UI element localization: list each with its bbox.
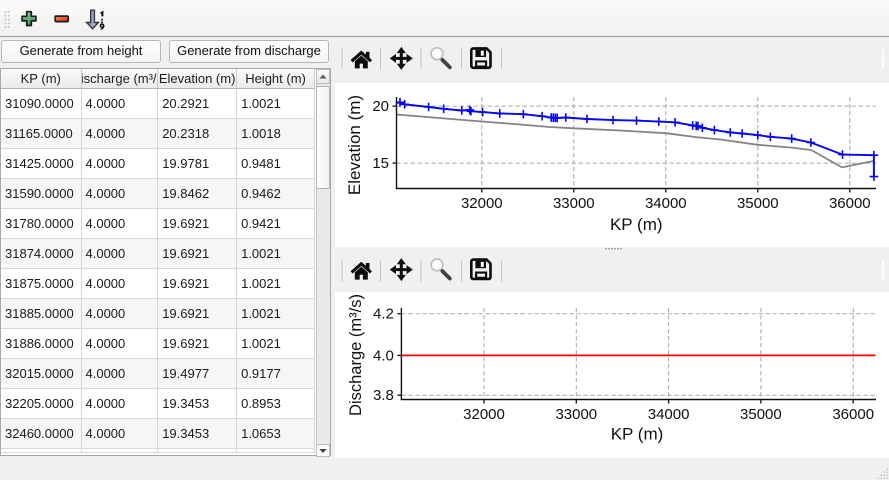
svg-text:KP (m): KP (m) [609, 215, 662, 234]
svg-text:Elevation (m): Elevation (m) [345, 95, 364, 195]
svg-text:20: 20 [372, 98, 389, 115]
svg-text:35000: 35000 [740, 406, 782, 423]
svg-text:33000: 33000 [552, 195, 594, 212]
svg-text:36000: 36000 [832, 406, 874, 423]
svg-text:34000: 34000 [644, 195, 686, 212]
svg-text:15: 15 [372, 155, 389, 172]
svg-text:36000: 36000 [828, 195, 870, 212]
svg-text:3.8: 3.8 [373, 387, 394, 404]
svg-text:4.0: 4.0 [373, 347, 394, 364]
svg-text:KP (m): KP (m) [610, 425, 663, 444]
svg-text:34000: 34000 [647, 406, 689, 423]
svg-text:33000: 33000 [555, 406, 597, 423]
svg-text:4.2: 4.2 [373, 306, 394, 323]
svg-text:32000: 32000 [460, 195, 502, 212]
svg-text:35000: 35000 [736, 195, 778, 212]
svg-text:Discharge (m³/s): Discharge (m³/s) [347, 294, 365, 416]
svg-text:32000: 32000 [463, 406, 505, 423]
